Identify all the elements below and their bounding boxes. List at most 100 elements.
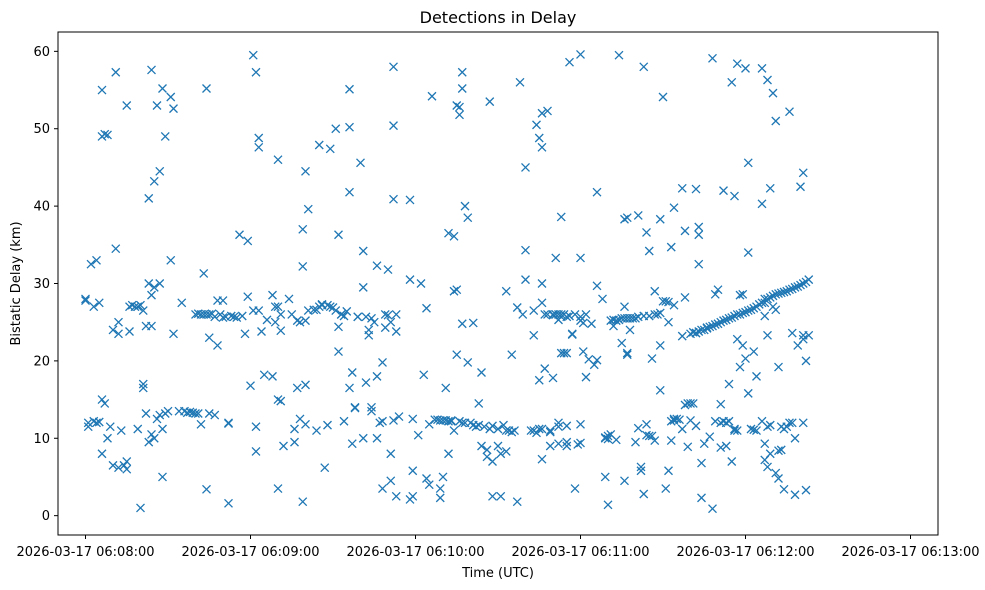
- data-point: [664, 297, 673, 307]
- data-point: [774, 362, 783, 372]
- data-point: [763, 75, 772, 85]
- data-point: [446, 416, 456, 425]
- x-tick-label: 2026-03-17 06:08:00: [16, 545, 154, 560]
- data-point: [644, 311, 654, 321]
- data-point: [796, 280, 805, 290]
- data-point: [391, 491, 401, 501]
- data-point: [295, 317, 305, 327]
- data-point: [331, 124, 341, 134]
- data-point: [314, 140, 324, 150]
- data-point: [774, 446, 783, 456]
- data-point: [155, 410, 165, 420]
- data-point: [735, 362, 745, 372]
- data-point: [369, 317, 379, 327]
- data-point: [413, 430, 423, 440]
- data-point: [138, 379, 148, 389]
- data-point: [543, 106, 552, 116]
- data-point: [474, 398, 484, 408]
- data-point: [438, 472, 448, 482]
- data-point: [202, 484, 211, 494]
- data-point: [658, 92, 668, 102]
- data-point: [765, 183, 775, 193]
- data-point: [92, 255, 101, 265]
- data-point: [697, 458, 706, 468]
- data-point: [570, 484, 580, 494]
- data-point: [149, 176, 159, 186]
- data-point: [383, 310, 393, 320]
- data-point: [455, 102, 464, 112]
- data-point: [86, 259, 96, 269]
- data-point: [97, 449, 107, 459]
- data-point: [526, 426, 536, 435]
- x-tick-label: 2026-03-17 06:10:00: [346, 545, 484, 560]
- data-point: [237, 311, 247, 321]
- data-point: [515, 77, 525, 87]
- data-point: [389, 62, 398, 72]
- data-point: [334, 322, 343, 332]
- data-point: [655, 214, 665, 224]
- data-point: [477, 441, 486, 451]
- data-point: [798, 168, 808, 178]
- data-point: [108, 460, 118, 470]
- data-point: [782, 422, 792, 432]
- data-point: [710, 289, 720, 299]
- data-point: [719, 186, 728, 196]
- data-point: [537, 279, 547, 288]
- data-point: [779, 484, 789, 494]
- data-point: [457, 84, 467, 93]
- data-point: [708, 504, 717, 514]
- data-point: [136, 300, 145, 310]
- data-point: [622, 350, 632, 360]
- data-point: [730, 424, 739, 434]
- data-point: [636, 466, 646, 476]
- data-point: [111, 67, 121, 77]
- data-point: [694, 259, 704, 269]
- data-point: [603, 500, 613, 510]
- data-point: [774, 474, 783, 483]
- data-point: [752, 426, 761, 435]
- x-tick-label: 2026-03-17 06:13:00: [841, 545, 979, 560]
- data-point: [686, 398, 695, 408]
- data-point: [482, 445, 492, 455]
- data-point: [97, 85, 107, 95]
- data-point: [493, 424, 503, 434]
- data-point: [424, 480, 434, 490]
- data-point: [771, 305, 781, 315]
- data-point: [611, 316, 621, 326]
- data-point: [600, 472, 610, 482]
- data-point: [158, 424, 167, 434]
- data-point: [394, 412, 404, 422]
- data-point: [760, 439, 770, 449]
- data-point: [155, 279, 165, 288]
- data-point: [705, 432, 715, 442]
- data-point: [100, 398, 110, 408]
- data-point: [152, 414, 162, 424]
- data-point: [114, 463, 123, 473]
- data-point: [790, 282, 800, 292]
- data-point: [270, 317, 280, 327]
- data-point: [735, 309, 745, 319]
- data-point: [325, 302, 335, 312]
- data-point: [768, 291, 778, 301]
- data-point: [463, 357, 473, 367]
- data-point: [776, 445, 786, 455]
- data-point: [730, 426, 739, 435]
- data-point: [551, 253, 561, 263]
- data-point: [669, 203, 679, 213]
- data-point: [435, 493, 445, 503]
- data-point: [290, 437, 299, 447]
- data-point: [141, 409, 151, 418]
- data-point: [149, 282, 159, 292]
- data-point: [455, 110, 464, 120]
- data-point: [246, 381, 255, 391]
- data-point: [521, 162, 530, 172]
- data-point: [732, 309, 742, 319]
- data-point: [496, 449, 506, 459]
- data-point: [738, 289, 748, 299]
- data-point: [419, 370, 429, 380]
- y-tick-label: 0: [42, 509, 50, 524]
- data-point: [760, 294, 770, 304]
- data-point: [741, 63, 750, 73]
- data-point: [537, 424, 547, 434]
- data-point: [598, 294, 607, 304]
